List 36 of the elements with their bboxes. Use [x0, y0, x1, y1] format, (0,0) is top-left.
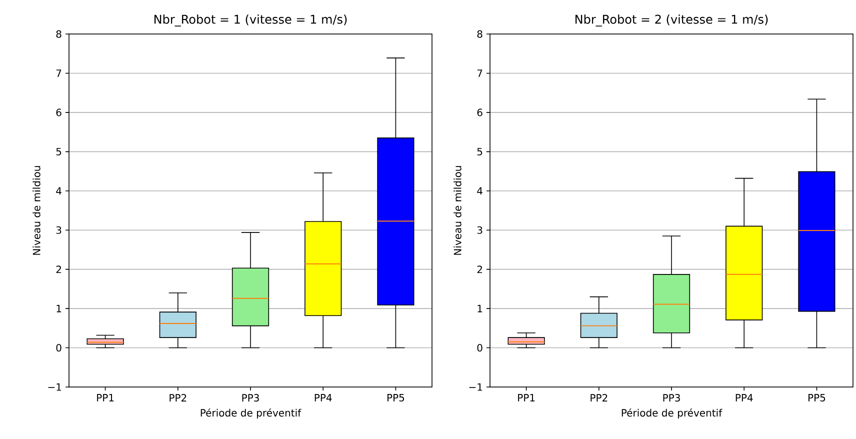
- x-tick-label: PP1: [97, 394, 114, 402]
- x-tick-label: PP4: [314, 394, 332, 402]
- chart-title: Nbr_Robot = 1 (vitesse = 1 m/s): [154, 14, 347, 26]
- y-tick-label: 1: [56, 304, 62, 312]
- y-tick-label: −1: [48, 383, 62, 391]
- x-tick-label: PP3: [242, 394, 259, 402]
- y-tick-label: 0: [477, 344, 482, 352]
- y-tick-label: 8: [477, 30, 482, 38]
- x-tick-label: PP1: [518, 394, 535, 402]
- x-tick-label: PP5: [387, 394, 404, 402]
- y-axis-title: Niveau de mildiou: [454, 166, 462, 255]
- y-tick-label: 8: [56, 30, 62, 38]
- y-tick-label: 2: [477, 266, 482, 274]
- y-tick-label: 4: [56, 187, 62, 195]
- x-tick-label: PP5: [808, 394, 826, 402]
- y-axis-title: Niveau de mildiou: [32, 166, 40, 255]
- y-tick-label: 4: [477, 187, 482, 195]
- y-tick-label: 5: [477, 148, 482, 156]
- y-tick-label: −1: [469, 383, 482, 391]
- x-tick-label: PP2: [590, 394, 608, 402]
- x-tick-label: PP3: [663, 394, 680, 402]
- y-tick-label: 0: [56, 344, 62, 352]
- y-tick-label: 7: [56, 70, 62, 77]
- x-axis-title: Période de préventif: [200, 408, 302, 419]
- x-axis-title: Période de préventif: [622, 408, 722, 419]
- y-tick-label: 6: [56, 108, 62, 116]
- y-tick-label: 3: [477, 226, 482, 234]
- x-tick-label: PP4: [736, 394, 753, 402]
- y-tick-label: 1: [478, 304, 482, 312]
- y-tick-label: 3: [56, 226, 62, 234]
- chart-title: Nbr_Robot = 2 (vitesse = 1 m/s): [576, 14, 768, 26]
- y-tick-label: 7: [477, 70, 482, 77]
- y-tick-label: 6: [477, 108, 482, 116]
- y-tick-label: 5: [56, 148, 62, 156]
- y-tick-label: 2: [56, 266, 61, 274]
- x-tick-label: PP2: [170, 394, 186, 402]
